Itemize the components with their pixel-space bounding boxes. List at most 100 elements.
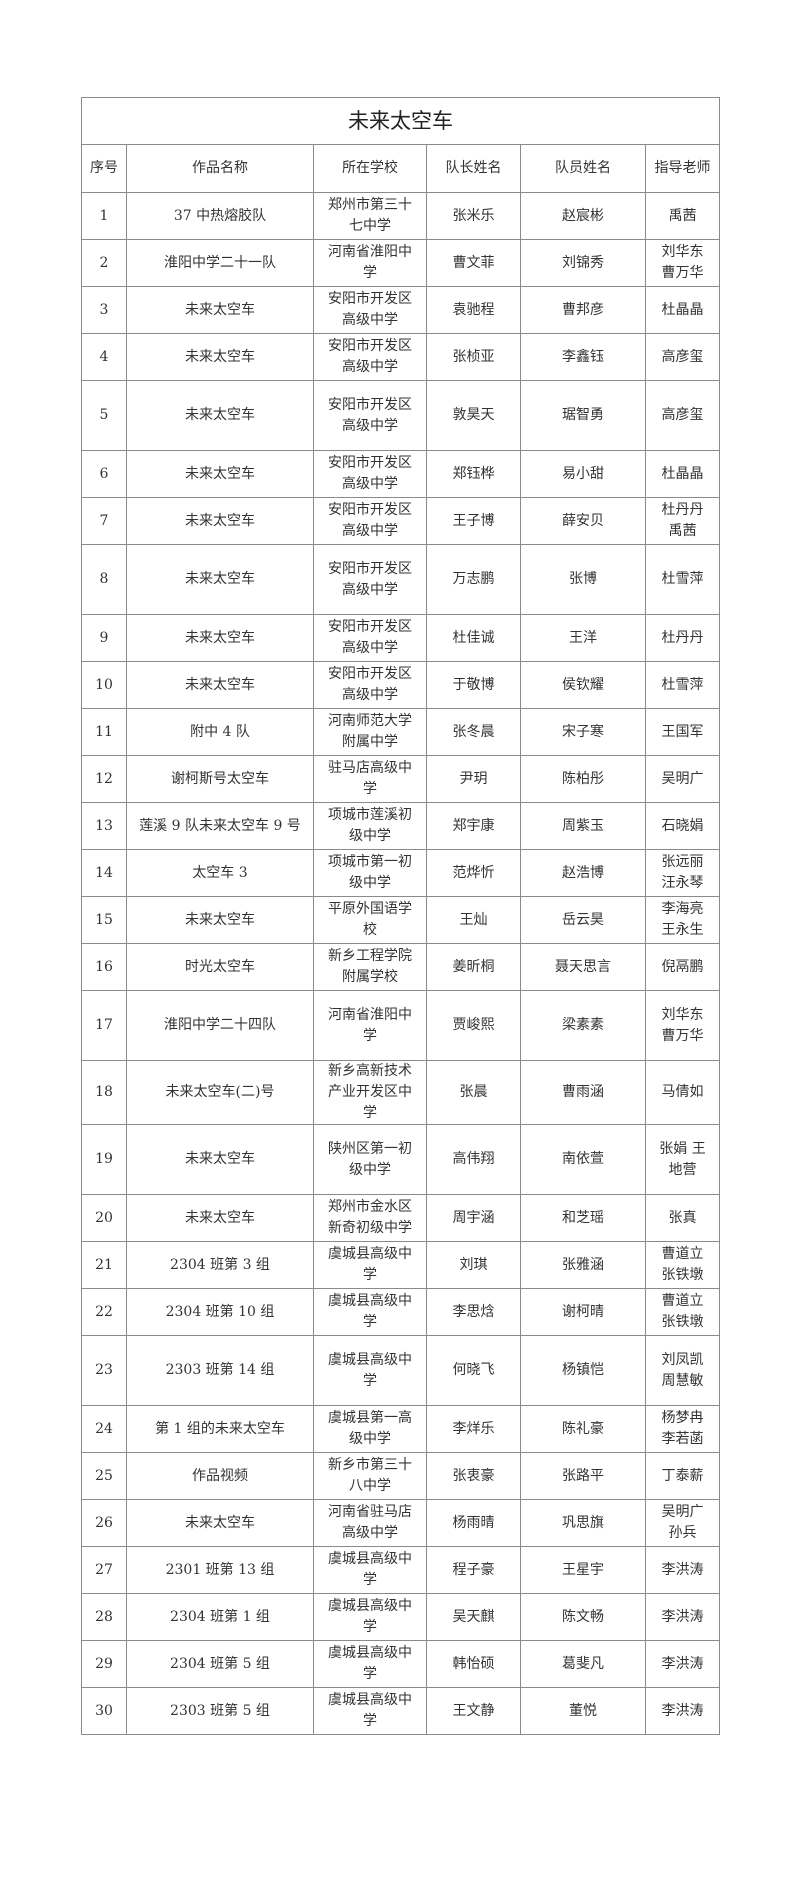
cell-teacher: 石晓娟 <box>644 802 721 850</box>
column-header-school: 所在学校 <box>313 144 427 193</box>
cell-member: 董悦 <box>520 1687 646 1735</box>
cell-index: 4 <box>81 333 127 381</box>
cell-captain: 杜佳诚 <box>426 614 521 662</box>
cell-teacher: 吴明广 <box>644 755 721 803</box>
table-row: 6 未来太空车 安阳市开发区高级中学 郑钰桦 易小甜 杜晶晶 <box>81 450 721 498</box>
cell-member: 南依萱 <box>520 1124 646 1195</box>
cell-school: 河南省淮阳中学 <box>313 239 427 287</box>
cell-captain: 范烨忻 <box>426 849 521 897</box>
cell-work-name: 未来太空车(二)号 <box>126 1060 314 1125</box>
cell-work-name: 淮阳中学二十一队 <box>126 239 314 287</box>
cell-school: 郑州市第三十七中学 <box>313 192 427 240</box>
cell-work-name: 2304 班第 1 组 <box>126 1593 314 1641</box>
cell-member: 巩思旗 <box>520 1499 646 1547</box>
cell-school: 安阳市开发区高级中学 <box>313 450 427 498</box>
table-row: 9 未来太空车 安阳市开发区高级中学 杜佳诚 王洋 杜丹丹 <box>81 614 721 662</box>
table-row: 12 谢柯斯号太空车 驻马店高级中学 尹玥 陈柏彤 吴明广 <box>81 755 721 803</box>
cell-teacher: 李洪涛 <box>644 1640 721 1688</box>
cell-index: 15 <box>81 896 127 944</box>
cell-member: 曹邦彦 <box>520 286 646 334</box>
cell-school: 驻马店高级中学 <box>313 755 427 803</box>
cell-captain: 郑钰桦 <box>426 450 521 498</box>
cell-school: 项城市莲溪初级中学 <box>313 802 427 850</box>
cell-member: 陈文畅 <box>520 1593 646 1641</box>
cell-member: 侯钦耀 <box>520 661 646 709</box>
cell-school: 虞城县高级中学 <box>313 1593 427 1641</box>
cell-work-name: 作品视频 <box>126 1452 314 1500</box>
cell-teacher: 高彦玺 <box>644 333 721 381</box>
cell-teacher: 杜丹丹 <box>644 614 721 662</box>
cell-captain: 袁驰程 <box>426 286 521 334</box>
cell-index: 18 <box>81 1060 127 1125</box>
cell-school: 虞城县高级中学 <box>313 1241 427 1289</box>
cell-captain: 吴天麒 <box>426 1593 521 1641</box>
cell-captain: 姜昕桐 <box>426 943 521 991</box>
table-row: 15 未来太空车 平原外国语学校 王灿 岳云昊 李海亮王永生 <box>81 896 721 944</box>
cell-school: 虞城县高级中学 <box>313 1640 427 1688</box>
cell-index: 21 <box>81 1241 127 1289</box>
table-row: 1 37 中热熔胶队 郑州市第三十七中学 张米乐 赵宸彬 禹茜 <box>81 192 721 240</box>
cell-captain: 李思焓 <box>426 1288 521 1336</box>
cell-index: 3 <box>81 286 127 334</box>
cell-member: 和芝瑶 <box>520 1194 646 1242</box>
cell-member: 刘锦秀 <box>520 239 646 287</box>
header-row: 序号 作品名称 所在学校 队长姓名 队员姓名 指导老师 <box>81 144 721 193</box>
cell-school: 陕州区第一初级中学 <box>313 1124 427 1195</box>
column-header-member: 队员姓名 <box>520 144 646 193</box>
cell-work-name: 未来太空车 <box>126 450 314 498</box>
cell-captain: 尹玥 <box>426 755 521 803</box>
table-row: 18 未来太空车(二)号 新乡高新技术产业开发区中学 张晨 曹雨涵 马倩如 <box>81 1060 721 1125</box>
cell-member: 杨镇恺 <box>520 1335 646 1406</box>
cell-member: 赵浩博 <box>520 849 646 897</box>
cell-teacher: 倪鬲鹏 <box>644 943 721 991</box>
cell-teacher: 李洪涛 <box>644 1546 721 1594</box>
cell-work-name: 2304 班第 5 组 <box>126 1640 314 1688</box>
table-row: 8 未来太空车 安阳市开发区高级中学 万志鹏 张博 杜雪萍 <box>81 544 721 615</box>
table-row: 26 未来太空车 河南省驻马店高级中学 杨雨晴 巩思旗 吴明广孙兵 <box>81 1499 721 1547</box>
cell-index: 11 <box>81 708 127 756</box>
cell-teacher: 丁泰薪 <box>644 1452 721 1500</box>
cell-captain: 万志鹏 <box>426 544 521 615</box>
cell-index: 12 <box>81 755 127 803</box>
cell-captain: 张衷豪 <box>426 1452 521 1500</box>
cell-captain: 韩怡硕 <box>426 1640 521 1688</box>
cell-work-name: 时光太空车 <box>126 943 314 991</box>
cell-index: 1 <box>81 192 127 240</box>
cell-teacher: 禹茜 <box>644 192 721 240</box>
table-row: 27 2301 班第 13 组虞城县高级中学 程子豪 王星宇 李洪涛 <box>81 1546 721 1594</box>
cell-work-name: 未来太空车 <box>126 661 314 709</box>
cell-index: 7 <box>81 497 127 545</box>
cell-teacher: 张娟 王地营 <box>644 1124 721 1195</box>
cell-school: 河南省淮阳中学 <box>313 990 427 1061</box>
cell-member: 周紫玉 <box>520 802 646 850</box>
table-row: 3 未来太空车 安阳市开发区高级中学 袁驰程 曹邦彦 杜晶晶 <box>81 286 721 334</box>
cell-index: 30 <box>81 1687 127 1735</box>
cell-work-name: 莲溪 9 队未来太空车 9 号 <box>126 802 314 850</box>
cell-school: 虞城县高级中学 <box>313 1687 427 1735</box>
cell-index: 16 <box>81 943 127 991</box>
cell-captain: 周宇涵 <box>426 1194 521 1242</box>
table-row: 21 2304 班第 3 组虞城县高级中学 刘琪 张雅涵 曹道立张铁墩 <box>81 1241 721 1289</box>
cell-captain: 杨雨晴 <box>426 1499 521 1547</box>
cell-member: 张博 <box>520 544 646 615</box>
cell-school: 安阳市开发区高级中学 <box>313 497 427 545</box>
cell-captain: 于敬博 <box>426 661 521 709</box>
cell-school: 郑州市金水区新奇初级中学 <box>313 1194 427 1242</box>
cell-member: 梁素素 <box>520 990 646 1061</box>
cell-teacher: 张远丽汪永琴 <box>644 849 721 897</box>
cell-index: 9 <box>81 614 127 662</box>
cell-index: 22 <box>81 1288 127 1336</box>
cell-member: 谢柯晴 <box>520 1288 646 1336</box>
cell-work-name: 淮阳中学二十四队 <box>126 990 314 1061</box>
cell-work-name: 37 中热熔胶队 <box>126 192 314 240</box>
cell-work-name: 未来太空车 <box>126 1124 314 1195</box>
table-row: 14 太空车 3 项城市第一初级中学 范烨忻 赵浩博 张远丽汪永琴 <box>81 849 721 897</box>
cell-index: 26 <box>81 1499 127 1547</box>
cell-school: 安阳市开发区高级中学 <box>313 286 427 334</box>
cell-teacher: 杜晶晶 <box>644 450 721 498</box>
cell-member: 岳云昊 <box>520 896 646 944</box>
cell-teacher: 吴明广孙兵 <box>644 1499 721 1547</box>
cell-teacher: 刘凤凯周慧敏 <box>644 1335 721 1406</box>
cell-member: 琚智勇 <box>520 380 646 451</box>
cell-work-name: 2301 班第 13 组 <box>126 1546 314 1594</box>
